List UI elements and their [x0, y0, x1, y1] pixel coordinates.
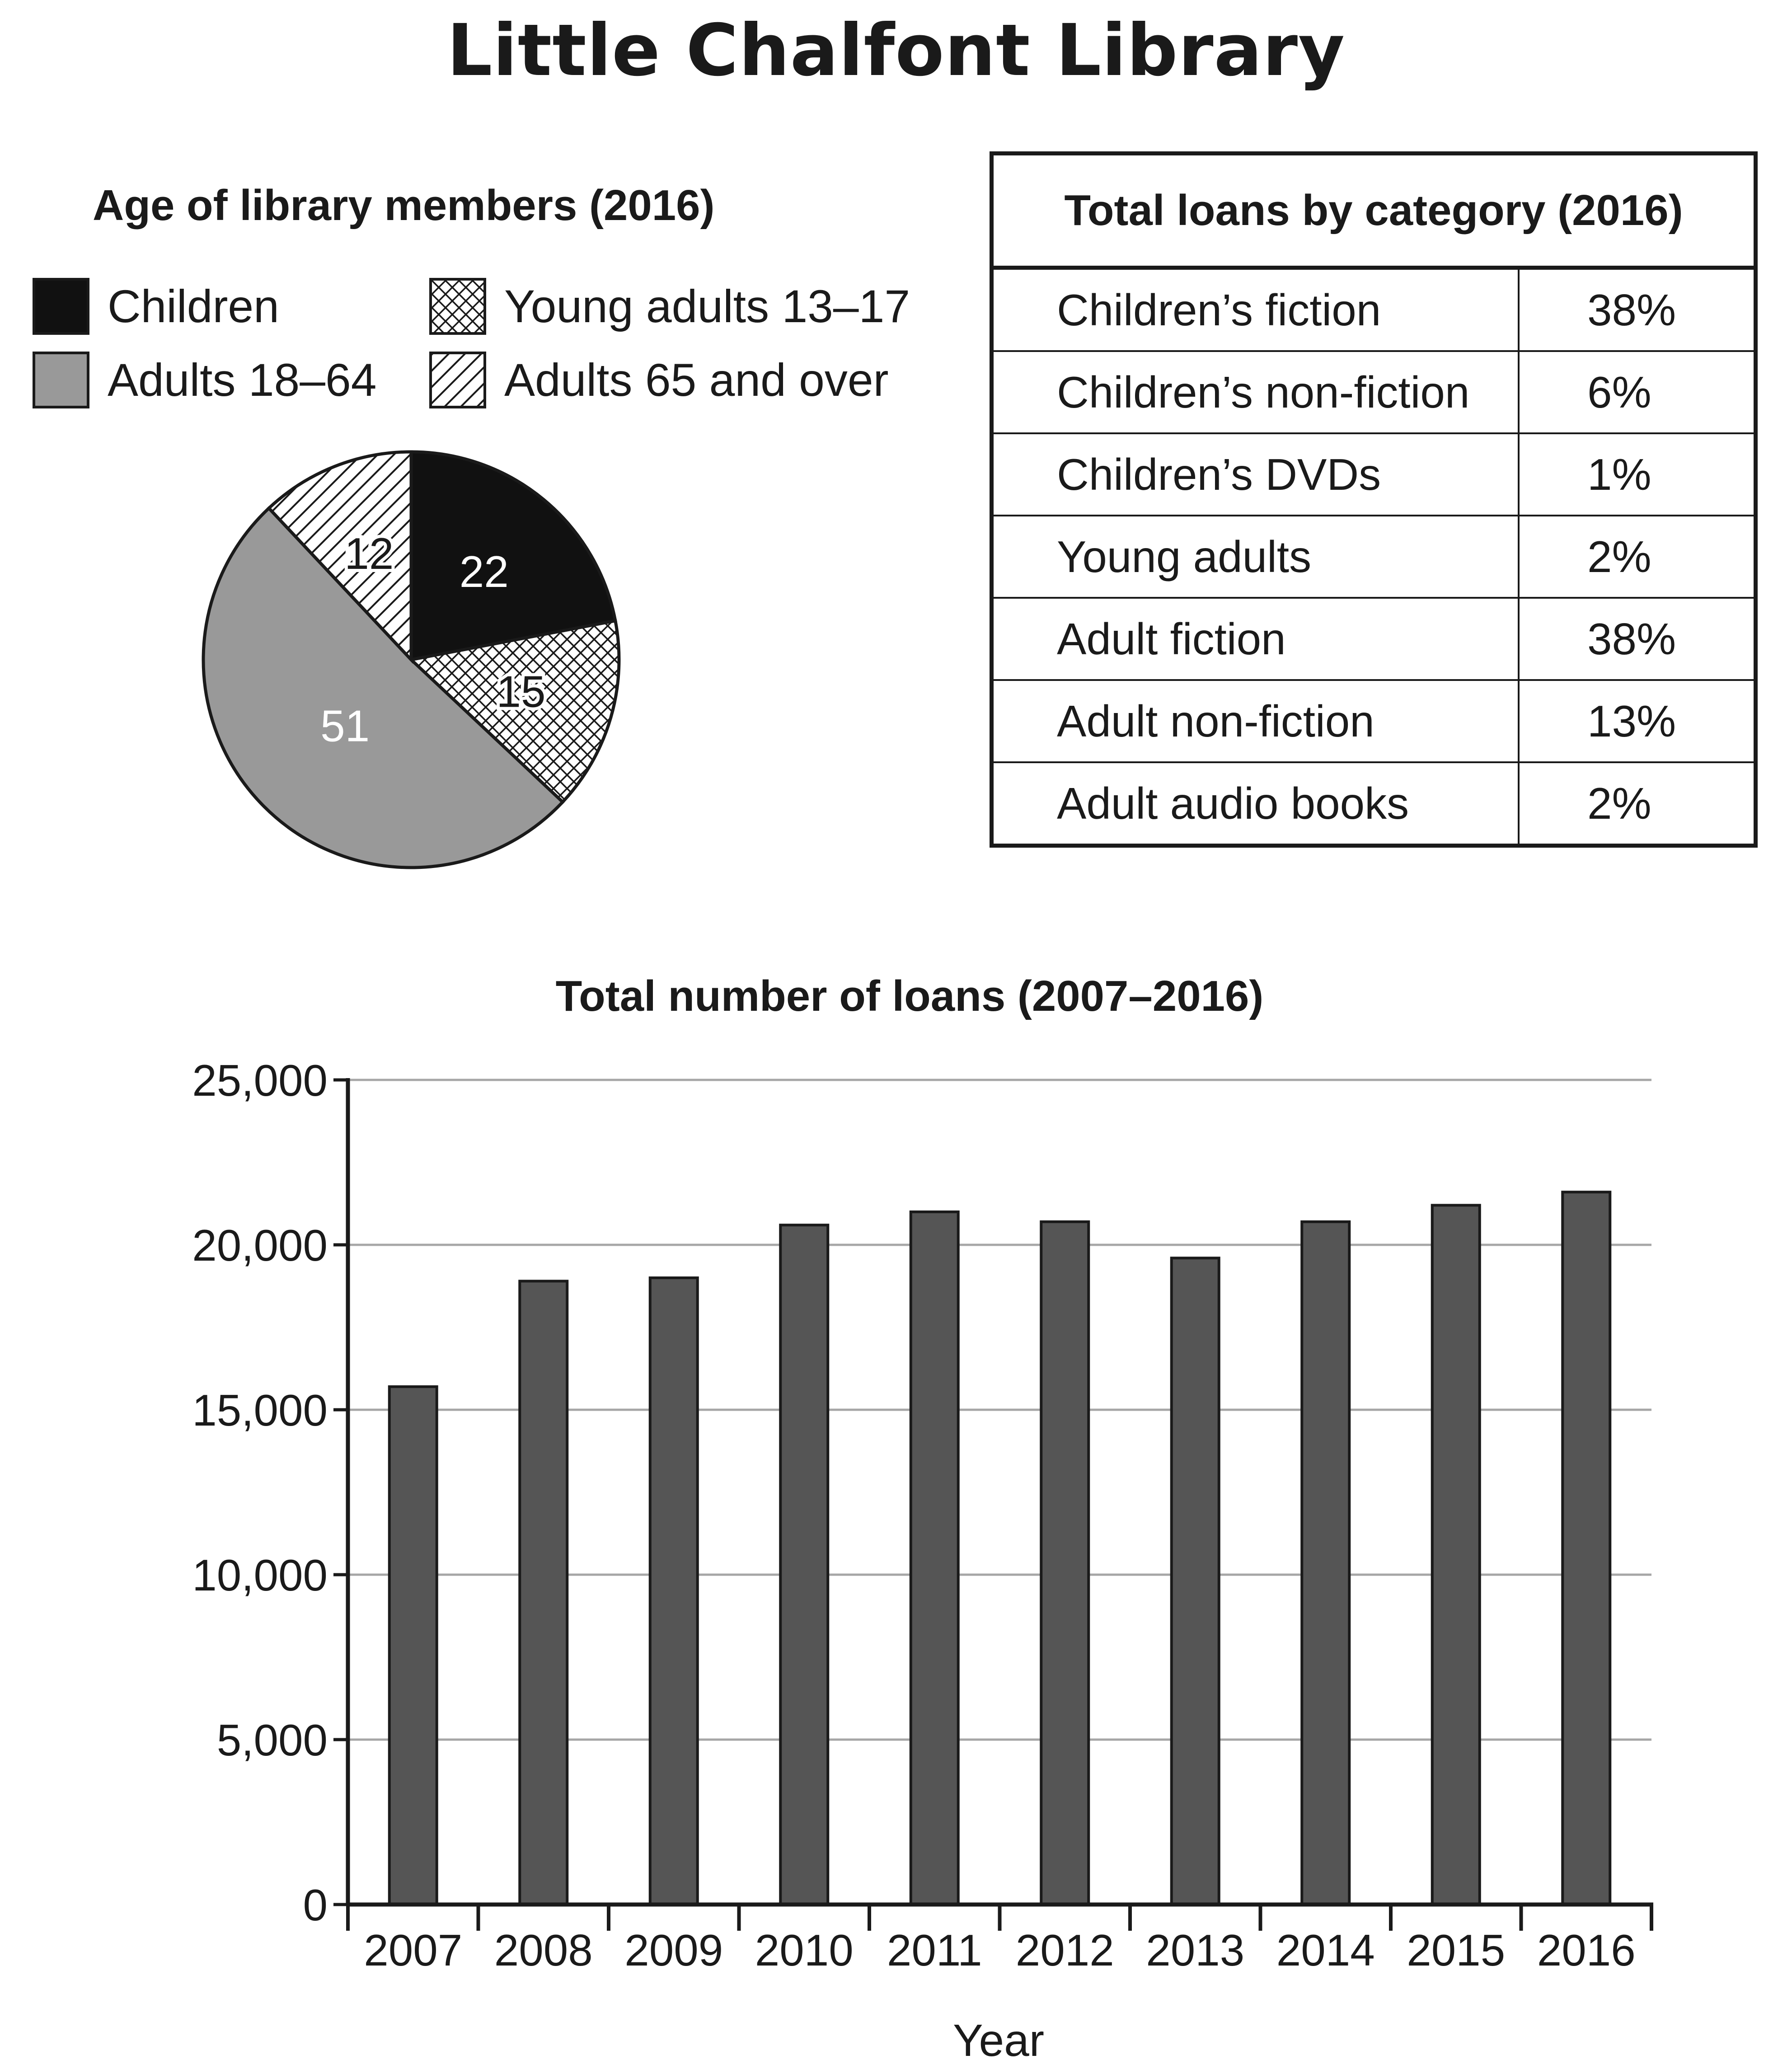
- x-tick-label: 2013: [1146, 1925, 1244, 1975]
- legend-item-adults-18-64: Adults 18–64: [33, 352, 376, 408]
- pie-slice-children: [409, 450, 617, 662]
- bar-2014: [1300, 1220, 1351, 1906]
- table-row: Children’s non-fiction 6%: [990, 350, 1757, 434]
- table-cell-category: Adult audio books: [990, 761, 1520, 847]
- legend-swatch-adults-65: [429, 352, 486, 408]
- x-tick-label: 2009: [624, 1925, 723, 1975]
- table-cell-value: 38%: [1518, 597, 1757, 681]
- table-row: Adult fiction 38%: [990, 597, 1757, 681]
- legend-label-adults-65: Adults 65 and over: [504, 354, 889, 406]
- table-cell-category: Children’s fiction: [990, 267, 1520, 352]
- loans-bar-chart: 0 5,000 10,000 15,000 20,000 25,000 2007 2008 20…: [192, 1056, 1653, 2065]
- table-cell-category: Young adults: [990, 515, 1520, 599]
- pie-data-label: 22: [460, 547, 509, 596]
- table-row: Young adults 2%: [990, 515, 1757, 599]
- pie-data-label: 15: [496, 667, 545, 717]
- legend-swatch-young-adults: [429, 278, 486, 335]
- age-pie-chart: 22 15 51 12: [202, 450, 621, 869]
- table-cell-value: 6%: [1518, 350, 1757, 434]
- y-tick-label: 10,000: [192, 1550, 328, 1600]
- table-cell-value: 13%: [1518, 679, 1757, 763]
- bar-2015: [1431, 1204, 1481, 1906]
- x-tick-label: 2011: [887, 1925, 982, 1975]
- y-tick-label: 25,000: [192, 1056, 328, 1105]
- loans-by-category-table: Total loans by category (2016) Children’…: [990, 151, 1758, 848]
- table-title: Total loans by category (2016): [991, 153, 1756, 270]
- table-cell-value: 38%: [1518, 267, 1757, 352]
- bar-chart-title: Total number of loans (2007–2016): [555, 972, 1264, 1020]
- pie-slice-adults-18-64: [202, 506, 565, 869]
- bar-2008: [518, 1280, 569, 1906]
- bar-2011: [909, 1210, 960, 1906]
- bar-2012: [1040, 1220, 1090, 1906]
- table-cell-value: 2%: [1518, 761, 1757, 847]
- x-tick-label: 2012: [1016, 1925, 1114, 1975]
- y-tick-label: 0: [303, 1880, 328, 1930]
- table-header-row: Total loans by category (2016): [991, 153, 1756, 270]
- table-row: Adult non-fiction 13%: [990, 679, 1757, 763]
- pie-slice-young-adults-13-17: [408, 619, 621, 804]
- x-tick-label: 2016: [1537, 1925, 1636, 1975]
- table-cell-category: Children’s non-fiction: [990, 350, 1520, 434]
- x-tick-label: 2015: [1407, 1925, 1505, 1975]
- legend-item-adults-65: Adults 65 and over: [429, 352, 889, 408]
- y-tick-label: 15,000: [192, 1385, 328, 1435]
- x-tick-label: 2014: [1276, 1925, 1375, 1975]
- x-tick-label: 2008: [494, 1925, 593, 1975]
- table-cell-category: Children’s DVDs: [990, 432, 1520, 516]
- legend-label-children: Children: [108, 280, 279, 332]
- table-cell-value: 2%: [1518, 515, 1757, 599]
- legend-label-young-adults: Young adults 13–17: [504, 280, 910, 332]
- legend-label-adults-18-64: Adults 18–64: [108, 354, 377, 406]
- pie-data-label: 12: [344, 529, 394, 578]
- y-tick-label: 20,000: [192, 1220, 328, 1270]
- x-tick-label: 2010: [755, 1925, 854, 1975]
- page-title: Little Chalfont Library: [446, 9, 1346, 92]
- table-row: Children’s DVDs 1%: [990, 432, 1757, 516]
- table-cell-category: Adult non-fiction: [990, 679, 1520, 763]
- legend-swatch-adults-18-64: [33, 352, 89, 408]
- bar-2016: [1561, 1191, 1612, 1906]
- table-row: Adult audio books 2%: [990, 761, 1757, 847]
- bar-2013: [1170, 1257, 1220, 1906]
- pie-slice-adults-65-and-over: [267, 450, 413, 664]
- y-tick-label: 5,000: [217, 1715, 328, 1765]
- bar-2009: [648, 1276, 699, 1906]
- pie-chart-title: Age of library members (2016): [93, 181, 715, 230]
- bar-2007: [388, 1385, 438, 1906]
- legend-swatch-children: [33, 278, 89, 335]
- table-cell-category: Adult fiction: [990, 597, 1520, 681]
- bar-2010: [779, 1224, 830, 1906]
- legend-item-young-adults: Young adults 13–17: [429, 278, 910, 335]
- table-row: Children’s fiction 38%: [990, 267, 1757, 352]
- table-cell-value: 1%: [1518, 432, 1757, 516]
- legend-item-children: Children: [33, 278, 279, 335]
- x-tick-label: 2007: [364, 1925, 462, 1975]
- x-axis-label: Year: [953, 2015, 1044, 2065]
- pie-data-label: 51: [320, 701, 370, 751]
